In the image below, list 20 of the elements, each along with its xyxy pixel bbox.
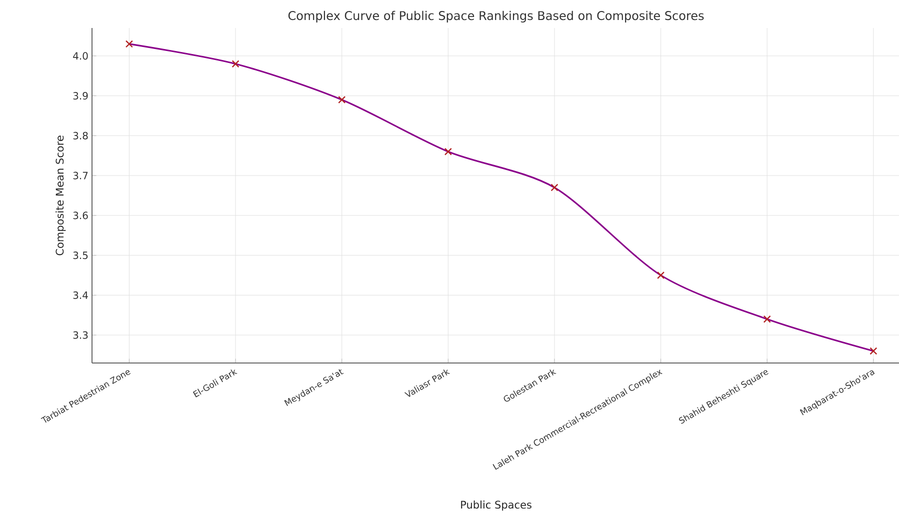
line-series	[128, 43, 874, 352]
point	[444, 148, 452, 156]
chart-title: Complex Curve of Public Space Rankings Based on Composite Scores	[288, 10, 704, 22]
point	[232, 60, 240, 68]
point	[125, 40, 133, 48]
point	[338, 96, 346, 104]
y-axis-title: Composite Mean Score	[56, 136, 66, 256]
y-tick-label: 3.3	[73, 331, 88, 339]
point	[763, 315, 771, 323]
point	[550, 184, 558, 192]
y-tick-label: 4.0	[73, 52, 88, 60]
y-tick-label: 3.7	[73, 172, 88, 180]
point	[870, 347, 878, 355]
y-tick-label: 3.4	[73, 291, 88, 299]
y-tick-label: 3.8	[73, 132, 88, 140]
x-axis-title: Public Spaces	[461, 500, 532, 511]
y-tick-label: 3.6	[73, 212, 88, 220]
y-tick-label: 3.9	[73, 92, 88, 100]
point	[657, 271, 665, 280]
y-tick-label: 3.5	[73, 252, 88, 260]
